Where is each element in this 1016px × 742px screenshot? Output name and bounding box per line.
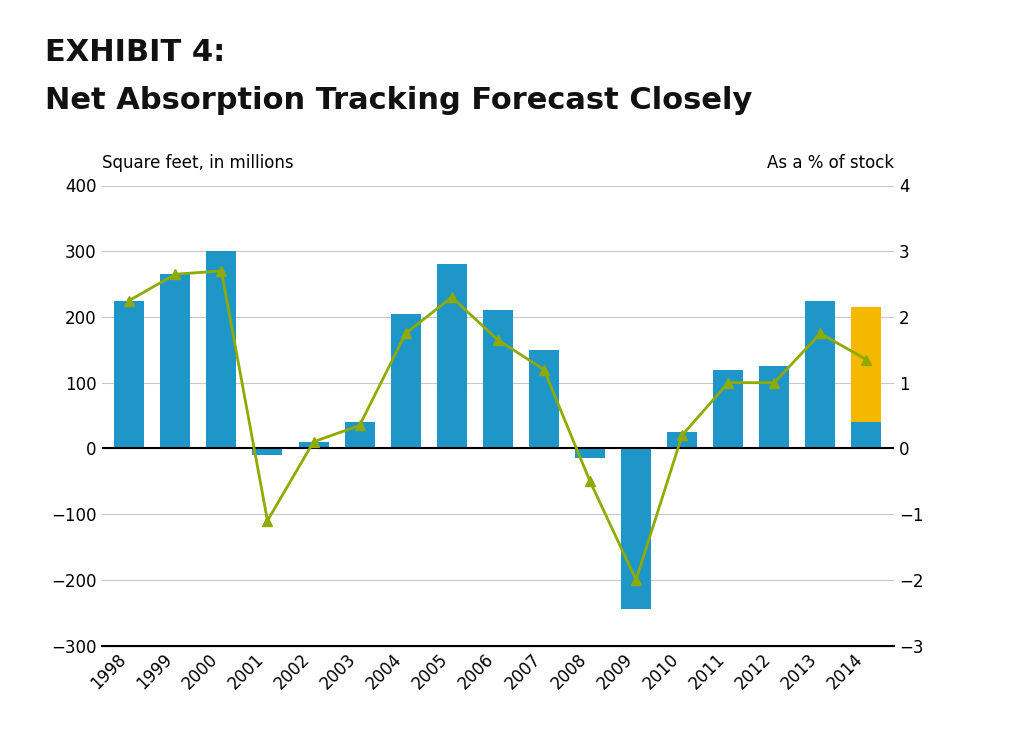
Text: EXHIBIT 4:: EXHIBIT 4:	[45, 39, 225, 68]
Bar	[851, 422, 882, 448]
Bar	[206, 252, 237, 448]
Bar	[391, 314, 421, 448]
Text: Net Absorption Tracking Forecast Closely: Net Absorption Tracking Forecast Closely	[45, 86, 752, 115]
Bar	[575, 448, 605, 459]
Bar	[759, 367, 789, 448]
Bar	[161, 275, 190, 448]
Bar	[437, 264, 466, 448]
Text: As a % of stock: As a % of stock	[767, 154, 894, 171]
Bar	[483, 310, 513, 448]
Bar	[668, 432, 697, 448]
Bar	[299, 441, 328, 448]
Bar	[344, 422, 375, 448]
Bar	[621, 448, 651, 609]
Text: Square feet, in millions: Square feet, in millions	[102, 154, 294, 171]
Bar	[806, 301, 835, 448]
Bar	[851, 307, 882, 422]
Bar	[114, 301, 144, 448]
Bar	[253, 448, 282, 455]
Bar	[713, 370, 743, 448]
Bar	[529, 349, 559, 448]
